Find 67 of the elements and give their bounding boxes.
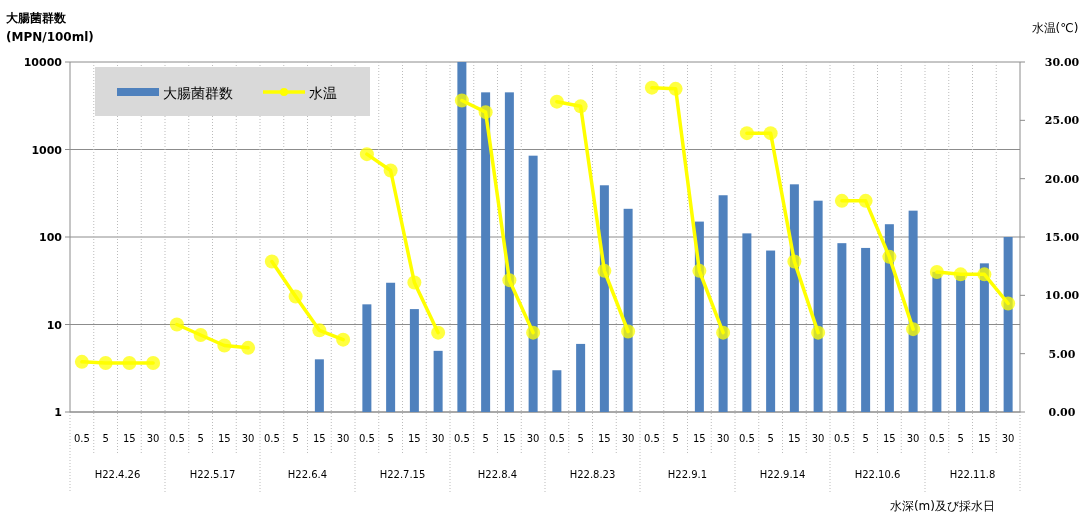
x-tick-label: 30 xyxy=(526,433,540,444)
x-tick-label: 0.5 xyxy=(453,433,470,444)
legend-label: 水温 xyxy=(309,85,337,101)
x-tick-label: 5 xyxy=(292,433,299,444)
x-tick-label: 0.5 xyxy=(928,433,945,444)
x-tick-label: 30 xyxy=(621,433,635,444)
x-tick-label: 30 xyxy=(336,433,350,444)
y-tick-label: 10000 xyxy=(23,56,63,69)
y2-tick-label: 25.00 xyxy=(1044,114,1080,128)
x-tick-label: 5 xyxy=(387,433,394,444)
y2-tick-label: 30.00 xyxy=(1044,56,1080,69)
x-tick-label: 5 xyxy=(577,433,584,444)
x-tick-label: 0.5 xyxy=(263,433,280,444)
x-tick-label: 30 xyxy=(811,433,825,444)
x-tick-label: 30 xyxy=(146,433,160,444)
x-tick-label: 15 xyxy=(788,433,801,444)
x-tick-label: 5 xyxy=(957,433,964,444)
x-tick-label: 5 xyxy=(197,433,204,444)
x-tick-label: 30 xyxy=(241,433,255,444)
y2-tick-label: 10.00 xyxy=(1044,289,1080,303)
x-tick-label: 0.5 xyxy=(833,433,850,444)
x-tick-label: 5 xyxy=(482,433,489,444)
y-tick-label: 100 xyxy=(39,231,63,244)
legend-label: 大腸菌群数 xyxy=(163,85,233,101)
y-axis-title: 大腸菌群数 (MPN/100ml) xyxy=(6,11,94,44)
text: H22.7.15 xyxy=(379,469,426,480)
text: H22.8.23 xyxy=(569,469,616,480)
text: H22.10.6 xyxy=(854,469,901,480)
y-tick-label: 10 xyxy=(46,318,63,332)
text: H22.9.14 xyxy=(759,469,806,480)
text: H22.4.26 xyxy=(94,469,141,480)
x-tick-label: 0.5 xyxy=(168,433,185,444)
x-tick-label: 0.5 xyxy=(548,433,565,444)
y2-tick-label: 0.00 xyxy=(1048,406,1076,419)
text: H22.5.17 xyxy=(189,469,236,480)
x-tick-label: 0.5 xyxy=(643,433,660,444)
x-tick-label: 5 xyxy=(102,433,109,444)
x-tick-label: 15 xyxy=(408,433,421,444)
x-tick-label: 30 xyxy=(906,433,920,444)
x-tick-label: 30 xyxy=(716,433,730,444)
x-tick-label: 0.5 xyxy=(738,433,755,444)
x-axis-title: 水深(m)及び採水日 xyxy=(889,499,995,513)
x-tick-label: 15 xyxy=(218,433,231,444)
x-tick-label: 15 xyxy=(503,433,516,444)
x-tick-label: 5 xyxy=(862,433,869,444)
x-tick-label: 0.5 xyxy=(358,433,375,444)
x-tick-label: 30 xyxy=(1001,433,1015,444)
x-tick-label: 15 xyxy=(883,433,896,444)
y2-tick-label: 20.00 xyxy=(1044,172,1080,186)
x-tick-label: 15 xyxy=(313,433,326,444)
text: H22.11.8 xyxy=(949,469,996,480)
y-tick-label: 1000 xyxy=(31,143,63,157)
y2-tick-label: 5.00 xyxy=(1048,347,1076,361)
y-tick-label: 1 xyxy=(54,406,62,419)
text: H22.8.4 xyxy=(477,469,518,480)
x-tick-label: 30 xyxy=(431,433,445,444)
text: H22.6.4 xyxy=(287,469,328,480)
y2-tick-label: 15.00 xyxy=(1044,231,1080,244)
text: H22.9.1 xyxy=(667,469,708,480)
x-tick-label: 15 xyxy=(978,433,991,444)
x-tick-label: 5 xyxy=(767,433,774,444)
x-tick-label: 15 xyxy=(123,433,136,444)
x-tick-label: 15 xyxy=(598,433,611,444)
x-tick-label: 0.5 xyxy=(73,433,90,444)
x-tick-label: 5 xyxy=(672,433,679,444)
x-tick-label: 15 xyxy=(693,433,706,444)
y2-axis-title: 水温(℃) xyxy=(1031,21,1079,35)
